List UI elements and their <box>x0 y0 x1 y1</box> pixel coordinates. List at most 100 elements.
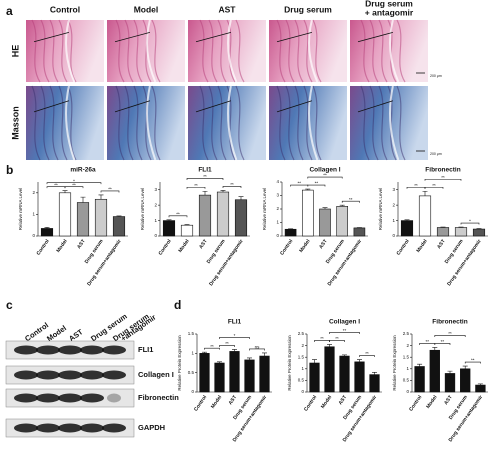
histology-image: 200 μm <box>350 19 442 83</box>
y-tick-label: 2 <box>392 202 395 207</box>
error-bar <box>44 227 50 229</box>
tissue-fiber <box>276 19 286 83</box>
tissue-fiber <box>151 85 161 161</box>
error-bar <box>232 349 237 352</box>
tissue-fiber <box>58 19 68 83</box>
bar <box>112 216 126 237</box>
tissue-fiber <box>115 19 125 83</box>
significance-bracket <box>64 186 84 189</box>
bar <box>454 227 468 237</box>
blot-band <box>58 393 82 403</box>
error-bar <box>98 194 104 200</box>
x-tick-label: Control <box>158 238 173 257</box>
significance-label: ** <box>323 173 327 178</box>
blot-band <box>102 370 126 380</box>
tissue-fiber <box>360 85 370 161</box>
tissue-fiber <box>378 19 388 83</box>
column-header: AST <box>219 4 237 14</box>
scale-bar-label: 200 μm <box>430 152 442 156</box>
error-bar <box>312 359 317 363</box>
x-tick-label: Model <box>320 394 334 410</box>
y-tick-label: 0 <box>154 233 157 238</box>
error-bar <box>116 215 122 217</box>
error-bar <box>62 190 68 193</box>
histology-image <box>188 85 266 161</box>
significance-bracket <box>219 337 250 339</box>
error-bar <box>184 224 190 226</box>
error-bar <box>447 370 453 374</box>
bar <box>199 353 210 393</box>
tissue-fiber <box>49 85 59 161</box>
panel-label: a <box>6 4 13 18</box>
chart-title: Fibronectin <box>425 167 460 174</box>
bar <box>429 349 440 393</box>
error-bar <box>202 190 208 196</box>
histology-image <box>107 19 185 83</box>
significance-label: ** <box>414 183 418 188</box>
bar <box>284 228 297 237</box>
bar <box>336 206 349 237</box>
significance-bracket <box>307 176 343 179</box>
error-bar <box>417 363 423 367</box>
x-tick-label: Control <box>193 394 208 413</box>
x-tick-label: AST <box>338 394 349 406</box>
significance-label: ns <box>255 345 261 350</box>
tissue-edge <box>146 85 157 161</box>
bar <box>414 366 425 393</box>
bar <box>369 374 380 393</box>
y-tick-label: 1 <box>392 218 395 223</box>
y-tick-label: 0.5 <box>298 378 305 383</box>
significance-label: ** <box>297 181 301 186</box>
y-tick-label: 3 <box>154 187 157 192</box>
band-label: GAPDH <box>138 423 165 432</box>
significance-bracket <box>249 348 265 351</box>
significance-label: ** <box>54 182 58 187</box>
significance-label: ** <box>210 344 214 349</box>
blot-band <box>14 393 38 403</box>
tissue-fiber <box>67 19 77 83</box>
histology-image <box>269 85 347 161</box>
significance-bracket <box>359 355 375 358</box>
tissue-fiber <box>133 85 143 161</box>
significance-label: ** <box>72 182 76 187</box>
significance-label: ** <box>425 339 429 344</box>
panel-label: d <box>174 298 181 312</box>
error-bar <box>238 196 244 200</box>
significance-bracket <box>424 186 444 189</box>
bar <box>198 194 212 237</box>
y-tick-label: 2 <box>154 202 157 207</box>
tissue-fiber <box>235 19 245 83</box>
blot-band <box>80 423 104 433</box>
significance-label: ** <box>108 187 112 192</box>
significance-label: ** <box>471 358 475 363</box>
significance-label: ** <box>176 211 180 216</box>
y-tick-label: 2 <box>276 206 279 211</box>
tissue-fiber <box>142 19 152 83</box>
measure-line <box>114 32 151 43</box>
bar <box>319 208 331 237</box>
blot-band <box>102 345 126 355</box>
measure-line <box>276 100 313 113</box>
x-tick-label: Control <box>408 394 423 413</box>
tissue-fiber <box>369 85 379 161</box>
tissue-fiber <box>49 19 59 83</box>
bar <box>475 384 486 393</box>
y-tick-label: 1.5 <box>403 354 410 359</box>
bar <box>400 220 414 237</box>
significance-label: ** <box>203 174 207 179</box>
error-bar <box>220 190 226 193</box>
blot-band <box>80 345 104 355</box>
x-tick-label: Control <box>303 394 318 413</box>
bar <box>180 224 194 237</box>
tissue-edge <box>389 19 400 83</box>
bar <box>76 202 90 237</box>
error-bar <box>80 196 86 203</box>
blot-band <box>14 423 38 433</box>
error-bar <box>262 352 267 357</box>
significance-bracket <box>329 332 360 334</box>
tissue-fiber <box>115 85 125 161</box>
error-bar <box>217 361 222 363</box>
scale-bar-label: 200 μm <box>430 74 442 78</box>
significance-bracket <box>434 335 466 337</box>
histology-image <box>107 85 185 161</box>
